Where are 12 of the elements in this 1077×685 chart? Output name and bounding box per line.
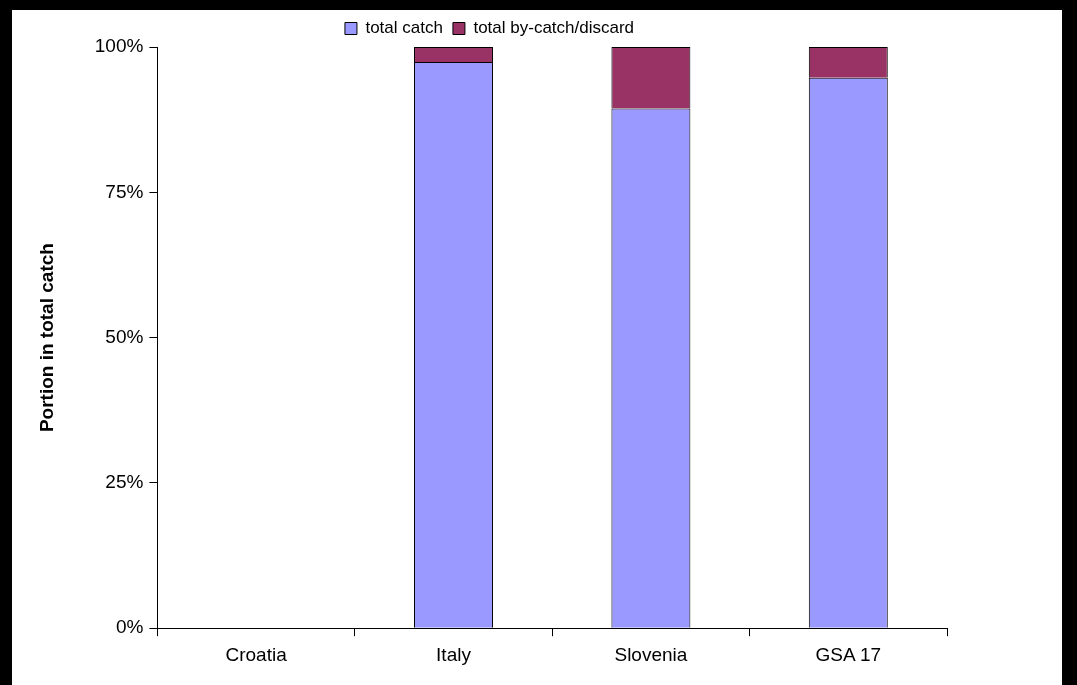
y-tick-label: 50% [105,325,144,347]
x-tick-label: Croatia [225,643,288,665]
x-tick-label: Slovenia [614,643,688,665]
y-tick-label: 0% [115,616,144,638]
y-axis-title: Portion in total catch [35,243,57,433]
legend-label: total by-catch/discard [473,18,635,38]
x-tick-label: GSA 17 [815,643,882,665]
y-tick-label: 100% [94,35,144,57]
y-tick-label: 75% [105,180,144,202]
legend-label: total catch [365,18,443,38]
y-tick-label: 25% [105,471,144,493]
x-tick-label: Italy [436,643,472,665]
